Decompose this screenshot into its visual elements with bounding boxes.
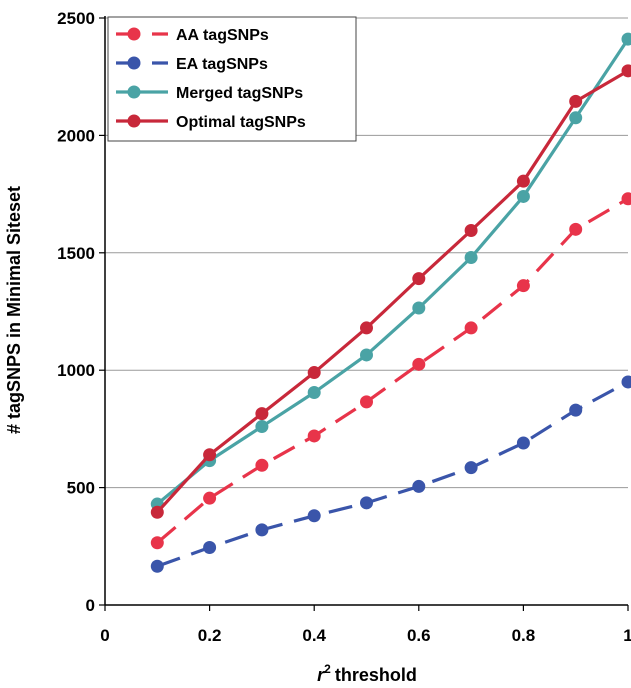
- data-point: [255, 458, 269, 472]
- tick-labels: 0 500 1000 1500 2000 2500 0 0.2 0.4 0.6 0.8 1: [57, 9, 631, 645]
- legend-marker-3: [127, 114, 141, 128]
- legend-label-3: Optimal tagSNPs: [176, 114, 306, 131]
- data-point: [412, 301, 426, 315]
- axes: [99, 16, 629, 611]
- data-point: [150, 536, 164, 550]
- x-axis-title-superscript: 2: [324, 662, 331, 676]
- data-point: [307, 429, 321, 443]
- series-lines: [150, 32, 631, 573]
- x-tick-label: 0.8: [512, 626, 536, 645]
- x-axis-title-text: threshold: [335, 665, 417, 685]
- data-point: [569, 222, 583, 236]
- data-point: [621, 375, 631, 389]
- data-point: [464, 223, 478, 237]
- data-point: [150, 559, 164, 573]
- data-point: [203, 540, 217, 554]
- data-point: [464, 461, 478, 475]
- data-point: [621, 64, 631, 78]
- x-axis-title-variable: r: [317, 665, 325, 685]
- data-point: [412, 479, 426, 493]
- data-point: [360, 496, 373, 510]
- data-point: [412, 357, 426, 371]
- data-point: [203, 491, 217, 505]
- y-tick-label: 1000: [57, 361, 95, 380]
- data-point: [516, 189, 530, 203]
- y-tick-label: 0: [86, 596, 95, 615]
- legend: AA tagSNPs EA tagSNPs Merged tagSNPs Optima…: [107, 16, 357, 142]
- y-tick-label: 1500: [57, 244, 95, 263]
- data-point: [569, 111, 583, 125]
- data-point: [255, 523, 269, 537]
- x-tick-label: 0.2: [198, 626, 222, 645]
- data-point: [255, 420, 269, 434]
- data-point: [360, 348, 373, 362]
- data-point: [360, 321, 373, 335]
- x-tick-label: 0.4: [302, 626, 326, 645]
- x-tick-label: 0.6: [407, 626, 431, 645]
- legend-label-2: Merged tagSNPs: [176, 85, 303, 102]
- data-point: [621, 32, 631, 46]
- series-line-2: [156, 38, 630, 506]
- legend-marker-1: [127, 56, 141, 70]
- data-point: [307, 509, 321, 523]
- legend-marker-2: [127, 85, 141, 99]
- data-point: [203, 448, 217, 462]
- data-point: [360, 395, 373, 409]
- x-axis-title: r2 threshold: [317, 662, 417, 685]
- data-point: [412, 272, 426, 286]
- data-point: [255, 407, 269, 421]
- legend-marker-0: [127, 27, 141, 41]
- data-point: [307, 366, 321, 380]
- data-point: [621, 192, 631, 206]
- y-axis-title: # tagSNPS in Minimal Siteset: [4, 186, 24, 434]
- y-tick-label: 2000: [57, 126, 95, 145]
- data-point: [516, 279, 530, 293]
- legend-label-1: EA tagSNPs: [176, 56, 268, 73]
- data-point: [464, 321, 478, 335]
- data-point: [516, 174, 530, 188]
- y-tick-label: 500: [67, 479, 95, 498]
- series-line-3: [156, 69, 629, 514]
- data-point: [569, 403, 583, 417]
- data-point: [307, 386, 321, 400]
- series-line-0: [156, 197, 629, 544]
- y-tick-label: 2500: [57, 9, 95, 28]
- data-point: [516, 436, 530, 450]
- x-tick-label: 0: [100, 626, 109, 645]
- data-point: [464, 250, 478, 264]
- series-line-1: [156, 380, 629, 568]
- data-point: [569, 94, 583, 108]
- legend-label-0: AA tagSNPs: [176, 27, 269, 44]
- x-tick-label: 1: [623, 626, 631, 645]
- data-point: [150, 505, 164, 519]
